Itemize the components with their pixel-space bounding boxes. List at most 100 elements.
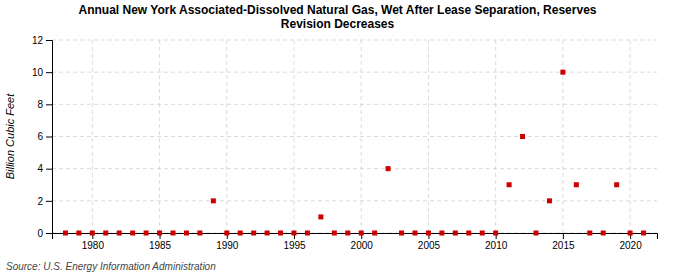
y-tick: 6 bbox=[37, 131, 52, 142]
x-tick-label: 1990 bbox=[216, 240, 239, 251]
grid-line bbox=[562, 40, 563, 233]
grid-line bbox=[92, 40, 93, 233]
x-tick: 1995 bbox=[283, 233, 306, 251]
point bbox=[507, 182, 512, 187]
grid bbox=[52, 40, 657, 233]
x-tick-label: 1980 bbox=[82, 240, 105, 251]
point bbox=[560, 70, 565, 75]
point bbox=[318, 214, 323, 219]
y-tick-mark bbox=[46, 40, 52, 41]
x-tick-label: 2010 bbox=[485, 240, 508, 251]
grid-line bbox=[52, 136, 657, 137]
point bbox=[144, 231, 149, 236]
point bbox=[547, 198, 552, 203]
grid-line bbox=[52, 40, 657, 41]
grid-line bbox=[159, 40, 160, 233]
x-tick-label: 1995 bbox=[283, 240, 306, 251]
x-axis: 1980 1985 1990 1995 2000 2005 2010 2015 2020 bbox=[53, 233, 658, 251]
point bbox=[574, 182, 579, 187]
point bbox=[439, 231, 444, 236]
y-tick-mark bbox=[46, 104, 52, 105]
point bbox=[399, 231, 404, 236]
point bbox=[251, 231, 256, 236]
point bbox=[466, 231, 471, 236]
point bbox=[534, 231, 539, 236]
point bbox=[157, 231, 162, 236]
point bbox=[426, 231, 431, 236]
x-tick-label: 2020 bbox=[619, 240, 642, 251]
grid-line bbox=[52, 104, 657, 105]
x-tick: 1985 bbox=[149, 233, 172, 251]
point bbox=[184, 231, 189, 236]
y-tick-mark bbox=[46, 169, 52, 170]
points bbox=[63, 70, 646, 236]
point bbox=[76, 231, 81, 236]
point bbox=[197, 231, 202, 236]
y-tick-label: 8 bbox=[37, 99, 43, 110]
grid-line bbox=[52, 168, 657, 169]
x-tick: 2005 bbox=[418, 233, 441, 251]
y-tick: 2 bbox=[37, 196, 52, 207]
point bbox=[265, 231, 270, 236]
x-tick-label: 2015 bbox=[552, 240, 575, 251]
point bbox=[413, 231, 418, 236]
point bbox=[480, 231, 485, 236]
y-tick-label: 10 bbox=[32, 67, 44, 78]
y-axis-title: Billion Cubic Feet bbox=[4, 93, 16, 180]
x-tick-mark bbox=[563, 233, 564, 239]
point bbox=[238, 231, 243, 236]
point bbox=[359, 231, 364, 236]
y-axis: 0 2 4 6 8 10 12 bbox=[32, 35, 53, 239]
plot: 1980 1985 1990 1995 2000 2005 2010 2015 2020 0 2 4 6… bbox=[32, 35, 658, 251]
x-tick: 2020 bbox=[619, 233, 642, 251]
point bbox=[90, 231, 95, 236]
y-tick-mark bbox=[46, 233, 52, 234]
y-tick: 0 bbox=[37, 228, 52, 239]
source: Source: U.S. Energy Information Administ… bbox=[6, 261, 216, 272]
grid-line bbox=[495, 40, 496, 233]
x-axis-line bbox=[53, 234, 658, 240]
x-tick-label: 2005 bbox=[418, 240, 441, 251]
grid-line bbox=[428, 40, 429, 233]
y-tick: 8 bbox=[37, 99, 52, 110]
grid-line bbox=[52, 200, 657, 201]
point bbox=[493, 231, 498, 236]
point bbox=[587, 231, 592, 236]
point bbox=[117, 231, 122, 236]
x-tick-label: 1985 bbox=[149, 240, 172, 251]
point bbox=[628, 231, 633, 236]
point bbox=[641, 231, 646, 236]
point bbox=[614, 182, 619, 187]
x-tick: 2000 bbox=[351, 233, 374, 251]
grid-line bbox=[630, 40, 631, 233]
point bbox=[278, 231, 283, 236]
y-tick-label: 4 bbox=[37, 163, 43, 174]
y-tick-label: 0 bbox=[37, 228, 43, 239]
point bbox=[386, 166, 391, 171]
y-axis-line bbox=[46, 41, 53, 234]
point bbox=[305, 231, 310, 236]
y-tick-mark bbox=[46, 72, 52, 73]
point bbox=[345, 231, 350, 236]
y-tick: 4 bbox=[37, 163, 52, 174]
y-tick-label: 6 bbox=[37, 131, 43, 142]
point bbox=[601, 231, 606, 236]
y-tick: 12 bbox=[32, 35, 52, 46]
y-tick-mark bbox=[46, 201, 52, 202]
point bbox=[372, 231, 377, 236]
point bbox=[130, 231, 135, 236]
x-tick: 2010 bbox=[485, 233, 508, 251]
point bbox=[171, 231, 176, 236]
grid-line bbox=[226, 40, 227, 233]
point bbox=[63, 231, 68, 236]
point bbox=[224, 231, 229, 236]
point bbox=[211, 198, 216, 203]
point bbox=[332, 231, 337, 236]
x-tick: 1980 bbox=[82, 233, 105, 251]
grid-line bbox=[294, 40, 295, 233]
x-tick: 1990 bbox=[216, 233, 239, 251]
grid-line bbox=[361, 40, 362, 233]
y-tick: 10 bbox=[32, 67, 52, 78]
y-tick-label: 2 bbox=[37, 196, 43, 207]
point bbox=[520, 134, 525, 139]
